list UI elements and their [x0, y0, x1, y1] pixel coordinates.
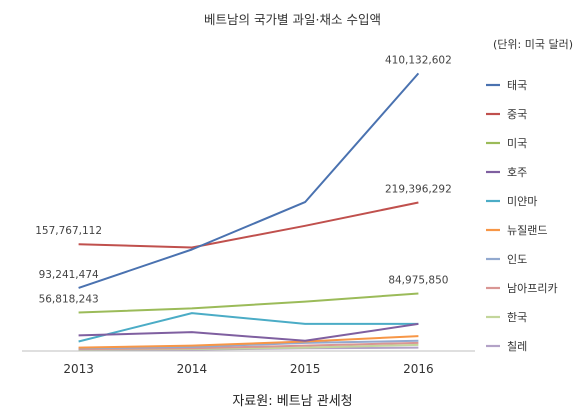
legend-label: 미국 — [507, 137, 527, 150]
x-tick-label: 2016 — [403, 362, 434, 376]
data-label: 84,975,850 — [388, 274, 448, 286]
data-label: 93,241,474 — [39, 269, 99, 281]
legend-label: 미얀마 — [507, 194, 537, 208]
data-label: 56,818,243 — [39, 294, 99, 306]
data-label: 157,767,112 — [35, 225, 102, 237]
series-line — [78, 72, 420, 289]
legend-label: 한국 — [507, 311, 527, 324]
series-line — [78, 322, 419, 342]
data-label: 410,132,602 — [385, 54, 452, 66]
legend-label: 중국 — [507, 108, 527, 121]
legend-label: 칠레 — [507, 340, 527, 353]
series-line — [78, 312, 419, 343]
series-line — [78, 292, 419, 314]
legend-label: 뉴질랜드 — [507, 224, 547, 237]
x-tick-label: 2015 — [290, 362, 321, 376]
x-tick-label: 2013 — [63, 362, 94, 376]
legend-label: 남아프리카 — [507, 282, 558, 295]
series-line — [78, 201, 419, 249]
source-label: 자료원: 베트남 관세청 — [232, 394, 353, 409]
legend-label: 인도 — [507, 253, 527, 266]
legend-label: 태국 — [507, 79, 527, 92]
data-label: 219,396,292 — [385, 184, 452, 196]
x-tick-label: 2014 — [177, 362, 208, 376]
unit-label: (단위: 미국 달러) — [492, 38, 573, 51]
series-line — [78, 335, 419, 349]
legend-label: 호주 — [507, 166, 527, 179]
chart-title: 베트남의 국가별 과일·채소 수입액 — [204, 12, 381, 27]
series-line — [78, 341, 419, 350]
